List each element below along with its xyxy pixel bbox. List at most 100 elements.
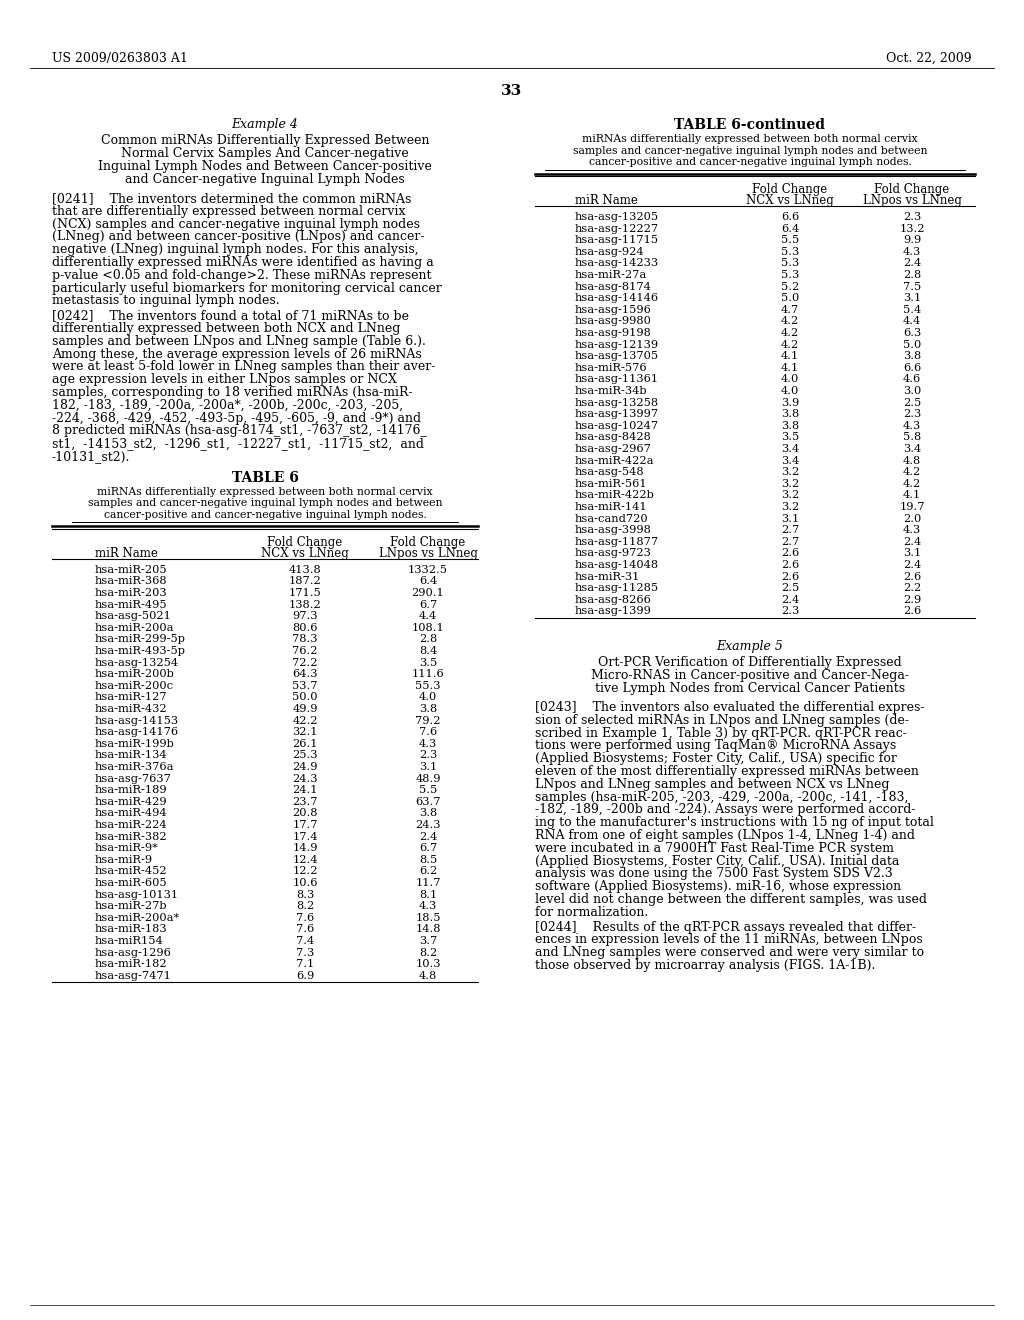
- Text: hsa-miR-141: hsa-miR-141: [575, 502, 647, 512]
- Text: 3.4: 3.4: [781, 444, 799, 454]
- Text: 2.7: 2.7: [781, 525, 799, 535]
- Text: NCX vs LNneg: NCX vs LNneg: [261, 546, 349, 560]
- Text: hsa-asg-7637: hsa-asg-7637: [95, 774, 172, 784]
- Text: hsa-asg-14048: hsa-asg-14048: [575, 560, 659, 570]
- Text: Oct. 22, 2009: Oct. 22, 2009: [887, 51, 972, 65]
- Text: 48.9: 48.9: [416, 774, 440, 784]
- Text: analysis was done using the 7500 Fast System SDS V2.3: analysis was done using the 7500 Fast Sy…: [535, 867, 893, 880]
- Text: 108.1: 108.1: [412, 623, 444, 632]
- Text: for normalization.: for normalization.: [535, 906, 648, 919]
- Text: Fold Change: Fold Change: [267, 536, 343, 549]
- Text: 7.3: 7.3: [296, 948, 314, 957]
- Text: hsa-miR-493-5p: hsa-miR-493-5p: [95, 645, 186, 656]
- Text: Micro-RNAS in Cancer-positive and Cancer-Nega-: Micro-RNAS in Cancer-positive and Cancer…: [591, 669, 909, 682]
- Text: miR Name: miR Name: [575, 194, 638, 207]
- Text: (Applied Biosystems, Foster City, Calif., USA). Initial data: (Applied Biosystems, Foster City, Calif.…: [535, 854, 899, 867]
- Text: 49.9: 49.9: [292, 704, 317, 714]
- Text: 23.7: 23.7: [292, 797, 317, 807]
- Text: Example 4: Example 4: [231, 117, 298, 131]
- Text: hsa-asg-1596: hsa-asg-1596: [575, 305, 652, 314]
- Text: hsa-asg-11877: hsa-asg-11877: [575, 537, 659, 546]
- Text: Fold Change: Fold Change: [753, 183, 827, 195]
- Text: 1332.5: 1332.5: [408, 565, 449, 574]
- Text: hsa-miR154: hsa-miR154: [95, 936, 164, 946]
- Text: hsa-asg-9198: hsa-asg-9198: [575, 327, 652, 338]
- Text: 2.5: 2.5: [781, 583, 799, 593]
- Text: [0243]    The inventors also evaluated the differential expres-: [0243] The inventors also evaluated the …: [535, 701, 925, 714]
- Text: hsa-asg-1296: hsa-asg-1296: [95, 948, 172, 957]
- Text: hsa-miR-182: hsa-miR-182: [95, 960, 168, 969]
- Text: 97.3: 97.3: [292, 611, 317, 622]
- Text: 5.8: 5.8: [903, 433, 922, 442]
- Text: 8.2: 8.2: [419, 948, 437, 957]
- Text: samples and cancer-negative inguinal lymph nodes and between: samples and cancer-negative inguinal lym…: [88, 499, 442, 508]
- Text: 3.2: 3.2: [781, 491, 799, 500]
- Text: hsa-miR-27b: hsa-miR-27b: [95, 902, 168, 911]
- Text: hsa-asg-13205: hsa-asg-13205: [575, 213, 659, 222]
- Text: hsa-asg-8428: hsa-asg-8428: [575, 433, 652, 442]
- Text: 2.6: 2.6: [903, 606, 922, 616]
- Text: 4.0: 4.0: [781, 375, 799, 384]
- Text: 2.6: 2.6: [903, 572, 922, 582]
- Text: 18.5: 18.5: [416, 913, 440, 923]
- Text: ences in expression levels of the 11 miRNAs, between LNpos: ences in expression levels of the 11 miR…: [535, 933, 923, 946]
- Text: 24.3: 24.3: [292, 774, 317, 784]
- Text: metastasis to inguinal lymph nodes.: metastasis to inguinal lymph nodes.: [52, 294, 280, 308]
- Text: hsa-asg-14176: hsa-asg-14176: [95, 727, 179, 737]
- Text: 290.1: 290.1: [412, 587, 444, 598]
- Text: 4.1: 4.1: [781, 363, 799, 372]
- Text: 3.1: 3.1: [903, 293, 922, 304]
- Text: 2.6: 2.6: [781, 572, 799, 582]
- Text: hsa-asg-924: hsa-asg-924: [575, 247, 645, 257]
- Text: 2.8: 2.8: [903, 271, 922, 280]
- Text: 2.3: 2.3: [903, 213, 922, 222]
- Text: hsa-asg-7471: hsa-asg-7471: [95, 970, 172, 981]
- Text: those observed by microarray analysis (FIGS. 1A-1B).: those observed by microarray analysis (F…: [535, 960, 876, 972]
- Text: hsa-miR-495: hsa-miR-495: [95, 599, 168, 610]
- Text: 8 predicted miRNAs (hsa-asg-8174_st1, -7637_st2, -14176_: 8 predicted miRNAs (hsa-asg-8174_st1, -7…: [52, 425, 427, 437]
- Text: hsa-asg-12227: hsa-asg-12227: [575, 223, 659, 234]
- Text: 2.4: 2.4: [903, 259, 922, 268]
- Text: 6.2: 6.2: [419, 866, 437, 876]
- Text: Normal Cervix Samples And Cancer-negative: Normal Cervix Samples And Cancer-negativ…: [121, 147, 409, 160]
- Text: 8.4: 8.4: [419, 645, 437, 656]
- Text: 4.1: 4.1: [781, 351, 799, 362]
- Text: 3.8: 3.8: [419, 808, 437, 818]
- Text: TABLE 6: TABLE 6: [231, 471, 298, 484]
- Text: NCX vs LNneg: NCX vs LNneg: [746, 194, 834, 207]
- Text: 24.3: 24.3: [416, 820, 440, 830]
- Text: 4.3: 4.3: [903, 421, 922, 430]
- Text: st1,  -14153_st2,  -1296_st1,  -12227_st1,  -11715_st2,  and: st1, -14153_st2, -1296_st1, -12227_st1, …: [52, 437, 424, 450]
- Text: 4.6: 4.6: [903, 375, 922, 384]
- Text: 79.2: 79.2: [416, 715, 440, 726]
- Text: 3.0: 3.0: [903, 385, 922, 396]
- Text: [0244]    Results of the qRT-PCR assays revealed that differ-: [0244] Results of the qRT-PCR assays rev…: [535, 920, 916, 933]
- Text: 4.4: 4.4: [903, 317, 922, 326]
- Text: 78.3: 78.3: [292, 635, 317, 644]
- Text: 2.3: 2.3: [419, 750, 437, 760]
- Text: hsa-asg-9723: hsa-asg-9723: [575, 548, 652, 558]
- Text: hsa-asg-8266: hsa-asg-8266: [575, 595, 652, 605]
- Text: 2.5: 2.5: [903, 397, 922, 408]
- Text: hsa-miR-561: hsa-miR-561: [575, 479, 647, 488]
- Text: 9.9: 9.9: [903, 235, 922, 246]
- Text: hsa-asg-5021: hsa-asg-5021: [95, 611, 172, 622]
- Text: Inguinal Lymph Nodes and Between Cancer-positive: Inguinal Lymph Nodes and Between Cancer-…: [98, 160, 432, 173]
- Text: 55.3: 55.3: [416, 681, 440, 690]
- Text: (NCX) samples and cancer-negative inguinal lymph nodes: (NCX) samples and cancer-negative inguin…: [52, 218, 420, 231]
- Text: 3.2: 3.2: [781, 502, 799, 512]
- Text: 4.2: 4.2: [903, 467, 922, 478]
- Text: that are differentially expressed between normal cervix: that are differentially expressed betwee…: [52, 205, 406, 218]
- Text: 4.3: 4.3: [419, 902, 437, 911]
- Text: 6.6: 6.6: [903, 363, 922, 372]
- Text: and Cancer-negative Inguinal Lymph Nodes: and Cancer-negative Inguinal Lymph Nodes: [125, 173, 404, 186]
- Text: p-value <0.05 and fold-change>2. These miRNAs represent: p-value <0.05 and fold-change>2. These m…: [52, 269, 431, 281]
- Text: 4.8: 4.8: [903, 455, 922, 466]
- Text: Example 5: Example 5: [717, 640, 783, 653]
- Text: hsa-asg-13254: hsa-asg-13254: [95, 657, 179, 668]
- Text: 8.1: 8.1: [419, 890, 437, 900]
- Text: 6.4: 6.4: [419, 577, 437, 586]
- Text: hsa-miR-200a: hsa-miR-200a: [95, 623, 174, 632]
- Text: 14.8: 14.8: [416, 924, 440, 935]
- Text: 4.7: 4.7: [781, 305, 799, 314]
